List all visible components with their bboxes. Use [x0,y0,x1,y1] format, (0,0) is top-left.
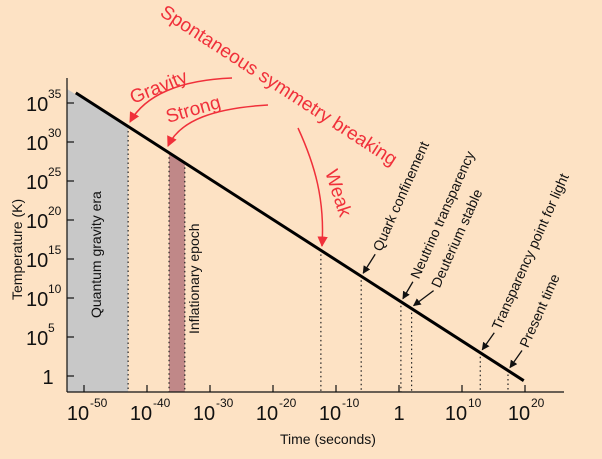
x-tick-label: 10 [130,403,152,425]
y-tick-label: 10 [26,328,48,350]
x-tick-label: 10 [319,403,341,425]
y-tick-label: 10 [26,211,48,233]
region-0 [67,88,129,393]
x-tick-label: 10 [445,403,467,425]
y-tick-exponent: 10 [48,282,62,296]
y-tick-exponent: 20 [48,204,62,218]
x-tick-label: 10 [193,403,215,425]
y-tick-label: 10 [26,289,48,311]
y-tick-exponent: 5 [48,321,55,335]
event-arrow [509,350,523,369]
x-tick-label: 10 [67,403,89,425]
x-tick-exponent: -40 [153,396,171,410]
x-ticks: 10 -50 10 -40 10 -30 10 -20 10 -10 1 10 10 10 20 [67,385,545,425]
arrow-gravity [129,77,233,123]
event-arrow [412,290,434,307]
y-tick-label: 10 [26,133,48,155]
y-tick-exponent: 25 [48,165,62,179]
symmetry-breaking-title: Spontaneous symmetry breaking [156,2,400,171]
arrow-weak [297,127,328,248]
series [74,91,525,382]
event-arrow [481,332,495,351]
x-tick-exponent: -10 [342,396,360,410]
x-tick-label: 10 [256,403,278,425]
x-tick-exponent: -50 [90,396,108,410]
x-tick-exponent: 20 [531,396,545,410]
y-tick-exponent: 30 [48,126,62,140]
y-tick-exponent: 15 [48,243,62,257]
y-axis-label: Temperature (K) [9,199,25,300]
y-tick-label: 10 [26,94,48,116]
region-label-inflationary: Inflationary epoch [186,223,202,334]
regions [67,88,186,393]
event-arrow [362,253,376,274]
y-tick-label: 10 [26,250,48,272]
y-tick-label: 10 [26,172,48,194]
y-tick-exponent: 35 [48,87,62,101]
x-axis-label: Time (seconds) [280,431,376,447]
event-arrow [402,281,414,300]
force-label-strong: Strong [164,92,224,128]
event-label: Transparency point for light [488,171,571,332]
region-1 [169,152,185,392]
x-tick-label: 1 [393,403,404,425]
arrow-strong [167,104,269,147]
force-label-weak: Weak [320,167,355,220]
x-tick-exponent: 10 [468,396,482,410]
x-tick-label: 10 [508,403,530,425]
y-tick-label: 1 [42,367,53,389]
x-tick-exponent: -20 [279,396,297,410]
region-label-quantum-gravity: Quantum gravity era [88,191,104,318]
x-tick-exponent: -30 [216,396,234,410]
temperature-line [74,91,525,382]
